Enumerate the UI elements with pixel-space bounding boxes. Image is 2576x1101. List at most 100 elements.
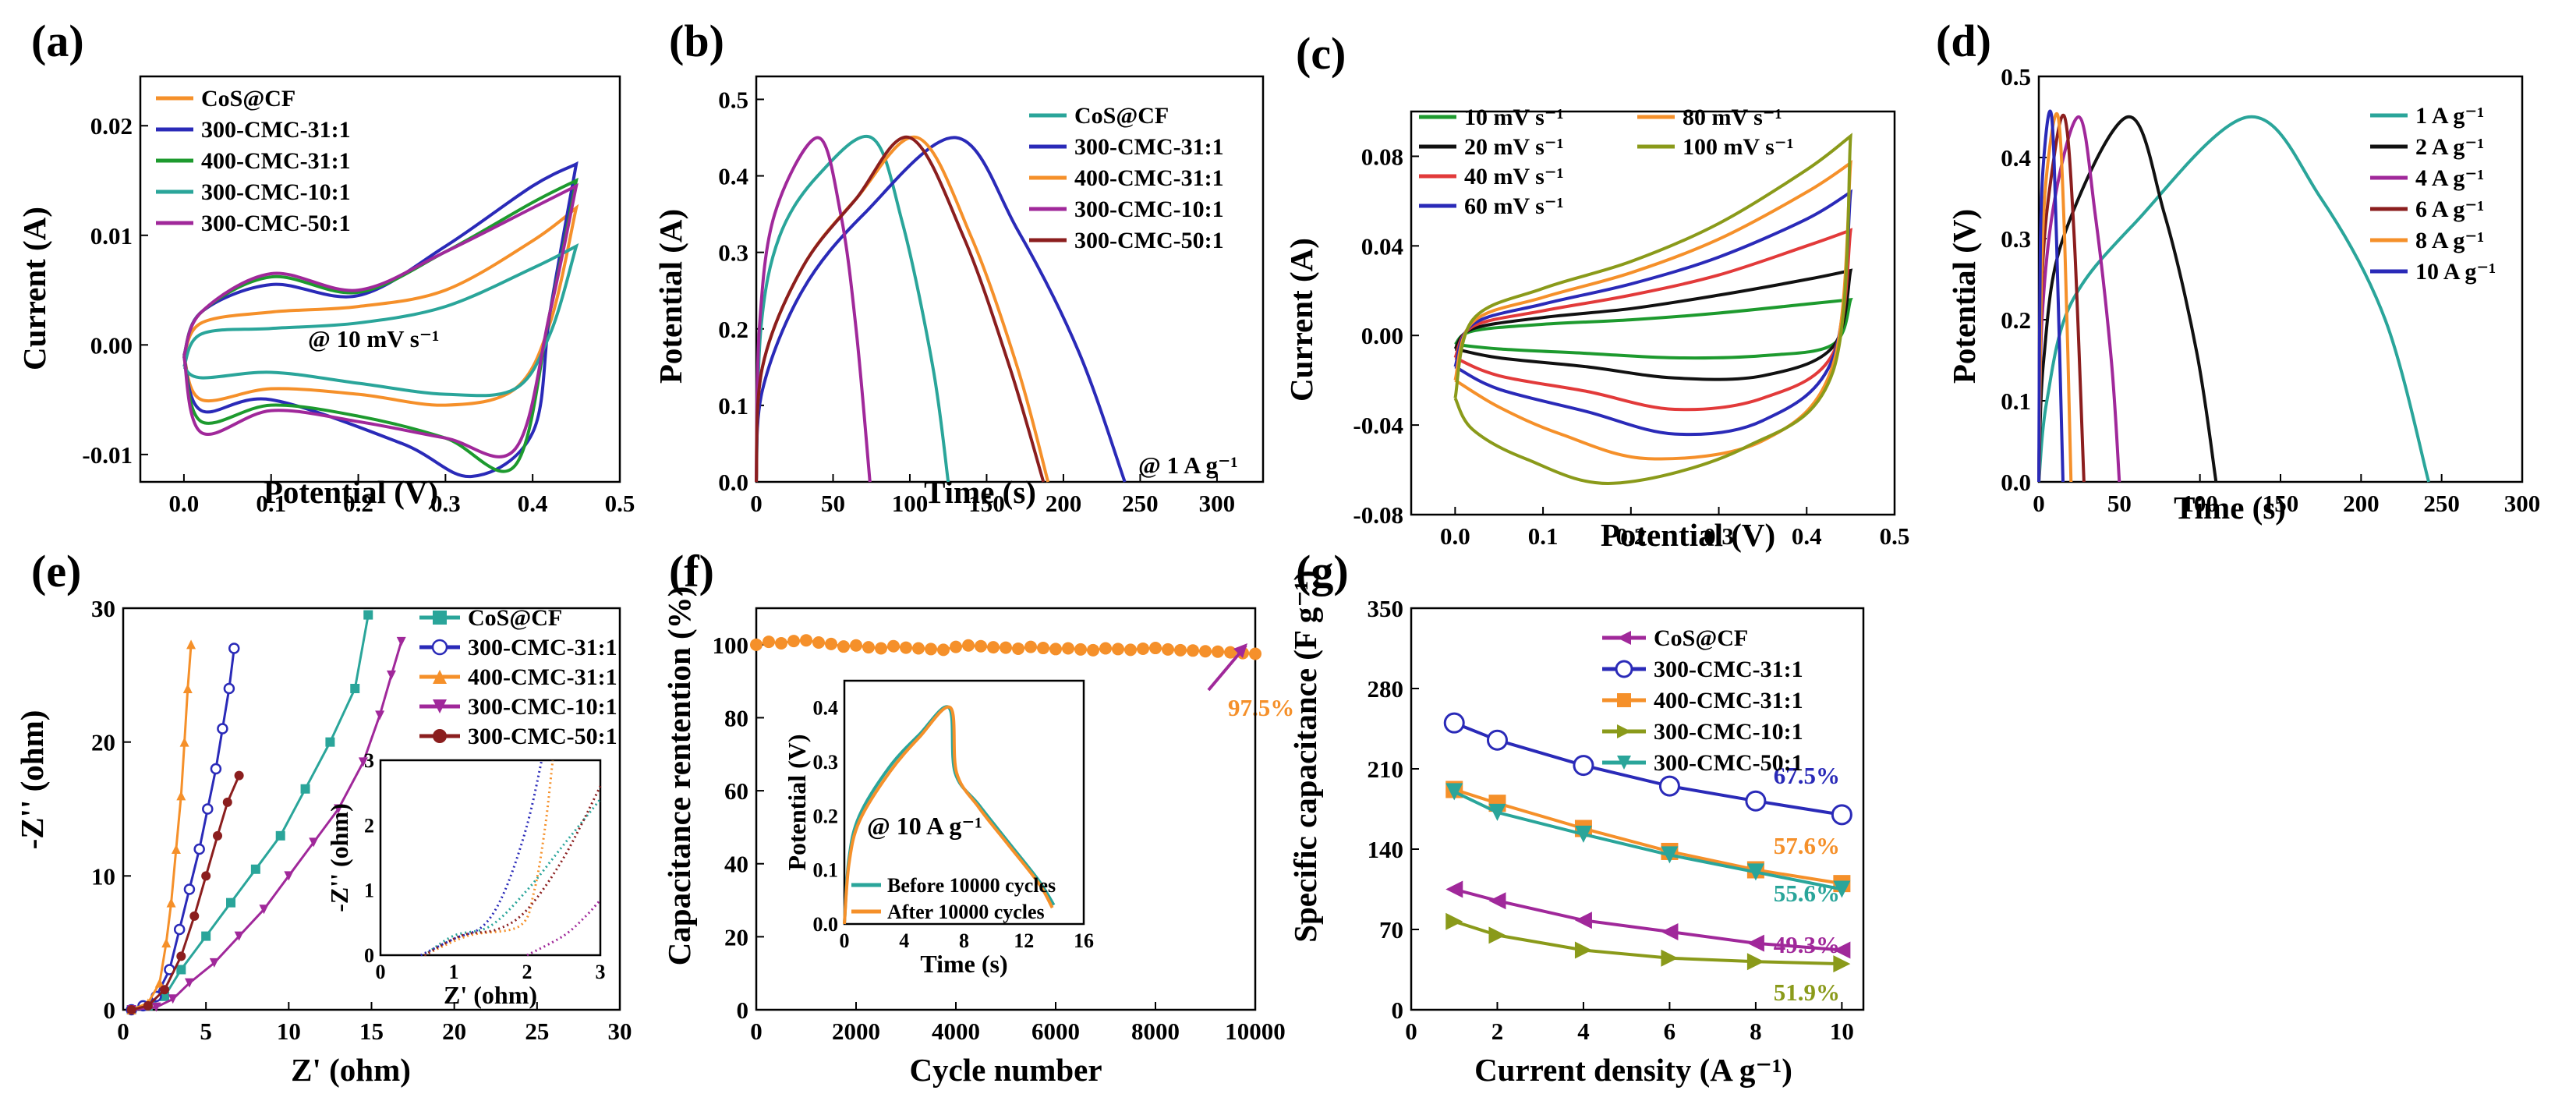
e-point <box>184 978 194 988</box>
e-point <box>309 837 319 848</box>
f-point <box>825 637 837 650</box>
c-series-40 mV s⁻¹ <box>1453 228 1853 412</box>
f-point <box>900 641 912 654</box>
b-series-300-CMC-10:1 <box>755 136 872 483</box>
b-xtick-label: 100 <box>892 490 929 517</box>
f-point <box>787 635 800 648</box>
f-ylabel: Capacitance rentention (%) <box>661 586 697 966</box>
e-point <box>334 804 344 814</box>
f-point <box>1149 642 1162 655</box>
g-point <box>1661 846 1679 864</box>
e-point <box>325 737 335 747</box>
c-xtick-label: 0.1 <box>1528 522 1559 550</box>
e-inset-ytick-label: 1 <box>364 880 374 902</box>
e-inset-xtick-label: 2 <box>522 961 533 983</box>
g-ytick-label: 140 <box>1368 836 1404 863</box>
e-xtick-label: 15 <box>359 1018 384 1045</box>
e-series-300-CMC-10:1 <box>131 641 403 1011</box>
e-inset-ylabel: -Z'' (ohm) <box>325 803 353 912</box>
d-axes: 0 50 100 150 200 250 300 0.0 0.1 0.2 0.3 0.4 0.5 <box>2001 63 2540 517</box>
b-xtick-label: 150 <box>968 490 1005 517</box>
e-xlabel: Z' (ohm) <box>291 1052 411 1088</box>
e-point <box>193 843 205 855</box>
g-point <box>1488 926 1506 944</box>
panel-label-a: (a) <box>31 16 84 66</box>
g-point <box>1443 712 1465 734</box>
g-point <box>1833 880 1851 898</box>
e-legend-label: CoS@CF <box>468 605 562 631</box>
f-xtick-label: 10000 <box>1225 1018 1286 1045</box>
c-xtick-label: 0.0 <box>1440 522 1470 550</box>
c-xtick-label: 0.3 <box>1704 522 1734 550</box>
f-ytick-label: 80 <box>724 704 748 731</box>
f-point <box>1024 640 1037 653</box>
e-legend-marker <box>433 670 447 684</box>
g-legend-marker <box>1617 693 1631 707</box>
f-inset-legend-label: After 10000 cycles <box>887 901 1045 923</box>
b-legend-label: 300-CMC-10:1 <box>1074 196 1224 222</box>
e-legend-label: 300-CMC-50:1 <box>468 724 617 749</box>
e-point <box>259 905 269 915</box>
f-inset-xlabel: Time (s) <box>920 950 1007 978</box>
d-legend-label: 8 A g⁻¹ <box>2415 228 2484 253</box>
g-point <box>1661 949 1679 967</box>
e-point <box>217 723 228 735</box>
g-xtick-label: 8 <box>1750 1018 1762 1045</box>
d-legend-label: 2 A g⁻¹ <box>2415 134 2484 160</box>
c-ytick-label: 0.00 <box>1361 322 1403 349</box>
g-legend-marker <box>1617 631 1631 645</box>
e-inset-series-400-CMC-31:1 <box>423 759 554 957</box>
a-ylabel: Current (A) <box>16 207 52 370</box>
a-legend-label: 300-CMC-50:1 <box>201 211 351 236</box>
g-xtick-label: 2 <box>1491 1018 1504 1045</box>
d-legend-label: 10 A g⁻¹ <box>2415 259 2496 285</box>
f-inset-xtick-label: 8 <box>959 929 969 952</box>
f-ytick-label: 0 <box>737 997 749 1024</box>
d-ytick-label: 0.2 <box>2001 306 2031 334</box>
d-ytick-label: 0.4 <box>2001 144 2031 172</box>
e-point <box>300 784 310 794</box>
f-point <box>1249 647 1261 660</box>
e-legend-marker <box>433 729 447 743</box>
g-point <box>1445 783 1463 801</box>
d-xtick-label: 50 <box>2107 490 2132 517</box>
g-retention-label: 67.5% <box>1774 762 1840 789</box>
f-point <box>1087 643 1099 657</box>
f-point <box>1074 643 1087 656</box>
d-series-1 A g⁻¹ <box>2037 115 2431 483</box>
e-point <box>234 770 244 781</box>
f-point <box>1212 645 1224 658</box>
c-legend: 80 mV s⁻¹ 100 mV s⁻¹ <box>1637 104 1794 160</box>
g-point <box>1661 922 1679 940</box>
g-point <box>1745 790 1767 812</box>
d-ytick-label: 0.0 <box>2001 469 2031 496</box>
g-point <box>1488 892 1506 910</box>
d-xtick-label: 100 <box>2181 490 2218 517</box>
f-retention-callout: 97.5% <box>1228 694 1294 721</box>
b-ytick-label: 0.3 <box>718 239 748 267</box>
a-axes: 0.0 0.1 0.2 0.3 0.4 0.5 -0.01 0.00 0.01 0.02 <box>82 75 635 517</box>
d-legend: 1 A g⁻¹ 2 A g⁻¹ 4 A g⁻¹ 6 A g⁻¹ 8 A g⁻¹ 10 A … <box>2370 103 2496 285</box>
e-point <box>222 797 232 807</box>
c-frame <box>1410 110 1896 516</box>
f-point <box>1224 646 1237 659</box>
panel-label-d: (d) <box>1936 16 1991 66</box>
a-xtick-label: 0.1 <box>256 490 286 517</box>
c-series-10 mV s⁻¹ <box>1453 297 1853 360</box>
e-point <box>275 830 285 841</box>
e-xtick-label: 20 <box>442 1018 466 1045</box>
g-point <box>1488 803 1506 821</box>
f-point <box>1174 643 1187 657</box>
g-retention-label: 57.6% <box>1774 832 1840 859</box>
e-point <box>202 803 214 815</box>
e-point <box>201 931 211 941</box>
b-axes: 0 50 100 150 200 250 300 0.0 0.1 0.2 0.3 0.4 0.5 <box>718 75 1265 517</box>
c-ytick-label: -0.08 <box>1353 501 1403 529</box>
f-inset-series-After 10000 cycles <box>843 705 1054 925</box>
g-ytick-label: 70 <box>1379 916 1403 943</box>
f-point <box>875 642 887 655</box>
g-point <box>1746 934 1764 952</box>
c-xtick-label: 0.4 <box>1792 522 1822 550</box>
e-point <box>168 994 178 1004</box>
